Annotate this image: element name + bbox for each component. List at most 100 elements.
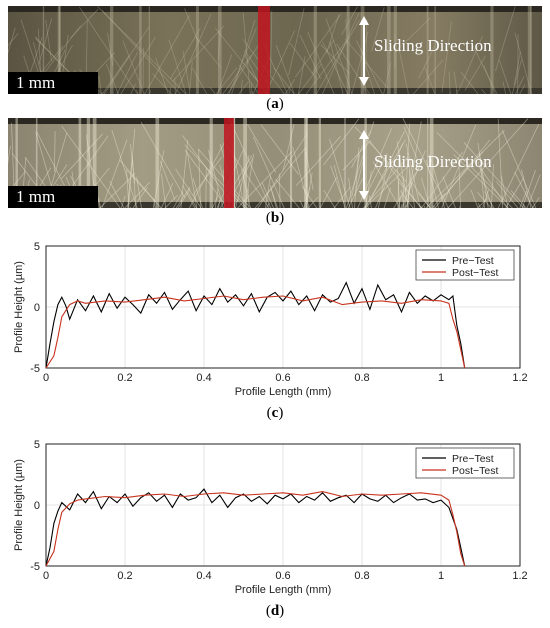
x-tick-label: 1.2 [512, 570, 527, 582]
scratch-texture [345, 18, 350, 94]
scratch-texture [44, 132, 68, 208]
y-tick-label: 0 [34, 302, 40, 314]
scratch-texture [464, 55, 486, 91]
scratch-texture [510, 190, 527, 208]
scratch-texture [120, 195, 126, 208]
scratch-texture [514, 171, 534, 208]
scratch-texture [406, 121, 422, 208]
double-arrow-icon [359, 130, 369, 200]
scratch-texture [122, 40, 145, 94]
scratch-texture [242, 38, 285, 94]
scratch-texture [116, 51, 138, 94]
scratch-texture [101, 55, 130, 94]
scratch-texture [403, 126, 417, 159]
scratch-texture [402, 175, 405, 208]
scratch-texture [323, 118, 360, 166]
scratch-texture [401, 189, 405, 208]
y-tick-label: -5 [30, 561, 40, 573]
scratch-texture [208, 149, 224, 208]
scratch-texture [477, 142, 489, 208]
scratch-texture [351, 31, 369, 94]
scratch-texture [38, 18, 53, 65]
scratch-texture [333, 165, 346, 208]
scratch-texture [499, 60, 512, 94]
scratch-texture [505, 178, 524, 208]
scratch-texture [383, 187, 391, 208]
scratch-texture [354, 147, 360, 208]
scratch-texture [305, 40, 347, 94]
scratch-texture [526, 174, 541, 208]
scratch-texture [402, 118, 449, 208]
sliding-direction-label: Sliding Direction [374, 152, 492, 171]
scratch-texture [372, 161, 401, 208]
scratch-texture [425, 130, 505, 208]
scratch-texture [364, 164, 410, 208]
scratch-texture [501, 130, 537, 208]
scratch-texture [175, 13, 212, 94]
legend-label: Pre−Test [452, 255, 494, 267]
y-tick-label: 0 [34, 500, 40, 512]
scratch-texture [400, 190, 414, 208]
scratch-texture [228, 27, 257, 94]
x-tick-label: 0.8 [354, 372, 369, 384]
scratch-texture [301, 185, 318, 208]
scratch-texture [304, 151, 307, 187]
scratch-texture [470, 189, 479, 208]
scratch-texture [319, 177, 338, 208]
scratch-texture [496, 181, 519, 208]
scratch-texture [511, 59, 522, 94]
scratch-texture [228, 118, 272, 208]
sliding-direction-label: Sliding Direction [374, 36, 492, 55]
scratch-texture [453, 71, 458, 94]
scratch-texture [315, 19, 361, 94]
scratch-texture [248, 70, 269, 94]
scratch-texture [482, 189, 489, 208]
scratch-texture [440, 151, 484, 200]
scratch-texture [361, 49, 375, 94]
scratch-texture [404, 123, 410, 208]
x-tick-label: 0 [43, 372, 49, 384]
scratch-texture [11, 152, 39, 189]
scratch-texture [470, 42, 498, 94]
scratch-texture [342, 140, 372, 171]
scratch-texture [244, 54, 260, 84]
scratch-texture [270, 10, 273, 75]
scratch-texture [521, 169, 532, 208]
x-tick-label: 0.2 [117, 570, 132, 582]
scratch-texture [192, 178, 204, 208]
scratch-texture [180, 140, 189, 208]
scratch-texture [45, 44, 73, 94]
scratch-texture [71, 171, 78, 208]
scratch-texture [177, 188, 191, 208]
caption-c: (c) [266, 405, 284, 421]
scratch-texture [497, 118, 504, 208]
scratch-texture [182, 50, 190, 90]
scratch-texture [434, 139, 491, 208]
scratch-texture [85, 134, 95, 186]
scratch-texture [448, 71, 451, 94]
scratch-texture [171, 25, 225, 83]
scratch-texture [495, 6, 516, 72]
scratch-texture [152, 150, 165, 208]
scratch-texture [175, 168, 202, 208]
scratch-texture [105, 63, 119, 94]
series-line-pre-test [45, 281, 466, 369]
scratch-texture [192, 67, 208, 94]
scratch-texture [431, 192, 445, 208]
scratch-texture [460, 71, 479, 94]
y-axis-label: Profile Height (µm) [13, 459, 25, 551]
caption-b: (b) [265, 210, 285, 226]
scratch-texture [289, 42, 317, 80]
micrograph-a: 1 mm Sliding Direction [8, 6, 542, 94]
scratch-texture [320, 44, 350, 74]
scratch-texture [247, 123, 277, 173]
scratch-texture [429, 154, 445, 208]
scratch-texture [168, 39, 187, 94]
scratch-texture [275, 178, 300, 208]
scratch-texture [244, 153, 255, 208]
scratch-texture [497, 123, 540, 208]
scratch-texture [240, 79, 243, 94]
scratch-texture [230, 158, 254, 198]
scratch-texture [424, 66, 436, 94]
scratch-texture [294, 13, 342, 78]
